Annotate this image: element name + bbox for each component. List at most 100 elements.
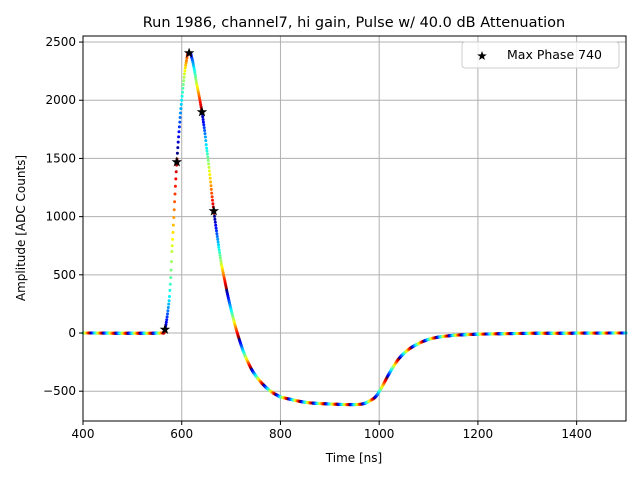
waveform-point (202, 126, 206, 130)
waveform-point (179, 107, 183, 111)
waveform-point (213, 217, 217, 221)
waveform-point (203, 132, 207, 136)
legend-box (461, 41, 620, 69)
waveform-point (211, 202, 215, 206)
waveform-point (210, 195, 214, 199)
waveform-point (215, 232, 219, 236)
waveform-point (206, 155, 210, 159)
waveform-point (184, 63, 188, 67)
waveform-point (181, 90, 184, 94)
x-tick-label: 600 (170, 427, 193, 441)
x-tick-label: 1200 (463, 427, 494, 441)
y-tick-label: 1000 (45, 210, 76, 224)
waveform-point (214, 223, 218, 227)
plot-frame (82, 35, 627, 422)
waveform-point (213, 220, 217, 224)
x-tick-label: 400 (72, 427, 95, 441)
waveform-point (165, 318, 169, 322)
max-phase-series (159, 47, 219, 334)
waveform-point (179, 111, 182, 115)
waveform-point (173, 184, 177, 188)
waveform-point (218, 253, 222, 257)
waveform-point (182, 75, 186, 79)
waveform-point (199, 103, 203, 107)
waveform-point (217, 248, 221, 252)
waveform-point (205, 149, 209, 153)
waveform-point (218, 256, 222, 260)
waveform-point (172, 208, 176, 212)
legend: Max Phase 740 (461, 41, 620, 69)
waveform-point (207, 162, 211, 166)
waveform-point (216, 240, 220, 244)
waveform-point (211, 198, 214, 202)
waveform-point (169, 268, 173, 272)
waveform-point (183, 72, 186, 76)
waveform-point (171, 230, 175, 234)
waveform-point (203, 135, 207, 139)
waveform-point (173, 192, 177, 196)
waveform-point (170, 250, 174, 253)
waveform-point (208, 173, 212, 177)
waveform-point (176, 146, 180, 150)
waveform-point (216, 237, 220, 241)
waveform-point (164, 320, 168, 324)
waveform-point (217, 243, 220, 247)
chart-title: Run 1986, channel7, hi gain, Pulse w/ 40… (143, 15, 566, 31)
waveform-point (173, 200, 177, 204)
waveform-point (167, 302, 171, 306)
waveform-point (213, 214, 216, 218)
waveform-point (170, 244, 174, 248)
waveform-point (193, 73, 197, 77)
max-phase-star (196, 106, 208, 117)
waveform-point (215, 229, 218, 233)
waveform-point (168, 295, 171, 298)
waveform-point (209, 180, 213, 184)
waveform-point (205, 152, 209, 156)
waveform-point (168, 282, 172, 286)
waveform-point (194, 77, 198, 81)
grid (82, 36, 626, 421)
x-tick-label: 1400 (561, 427, 592, 441)
waveform-point (201, 118, 205, 121)
waveform-point (185, 59, 188, 62)
waveform-point (165, 315, 169, 319)
waveform-point (180, 94, 184, 98)
y-axis-label: Amplitude [ADC Counts] (14, 155, 28, 301)
ticks: 400 600 800 1000 1200 1400 −500 0 500 1000 1500 200… (43, 35, 592, 441)
waveform-point (171, 223, 175, 227)
waveform-point (192, 68, 196, 72)
waveform-point (201, 120, 205, 124)
waveform-point (208, 176, 212, 180)
max-phase-star (159, 324, 171, 334)
waveform-point (219, 259, 223, 263)
y-tick-label: 2000 (45, 93, 76, 107)
waveform-point (177, 135, 181, 139)
max-phase-star (208, 205, 219, 216)
x-tick-label: 1000 (364, 427, 395, 441)
waveform-point (177, 125, 181, 129)
waveform-point (178, 120, 182, 124)
max-phase-star (171, 156, 182, 167)
waveform-point (174, 177, 178, 181)
waveform-point (203, 129, 207, 132)
waveform-point (210, 191, 214, 195)
waveform-point (207, 165, 211, 169)
waveform-point (181, 86, 185, 90)
waveform-point (169, 276, 173, 280)
waveform-point (167, 299, 171, 303)
x-tick-label: 800 (269, 427, 292, 441)
waveform-point (177, 130, 181, 134)
y-tick-label: 0 (68, 326, 76, 340)
waveform-point (218, 251, 222, 255)
y-tick-label: 500 (53, 268, 76, 282)
waveform-point (175, 151, 179, 155)
waveform-point (205, 146, 209, 150)
waveform-point (193, 70, 197, 74)
waveform-point (180, 98, 184, 102)
waveform-point (170, 260, 173, 264)
waveform-point (214, 226, 218, 230)
waveform-point (215, 235, 219, 238)
waveform-point (174, 170, 178, 174)
waveform-point (202, 123, 206, 127)
